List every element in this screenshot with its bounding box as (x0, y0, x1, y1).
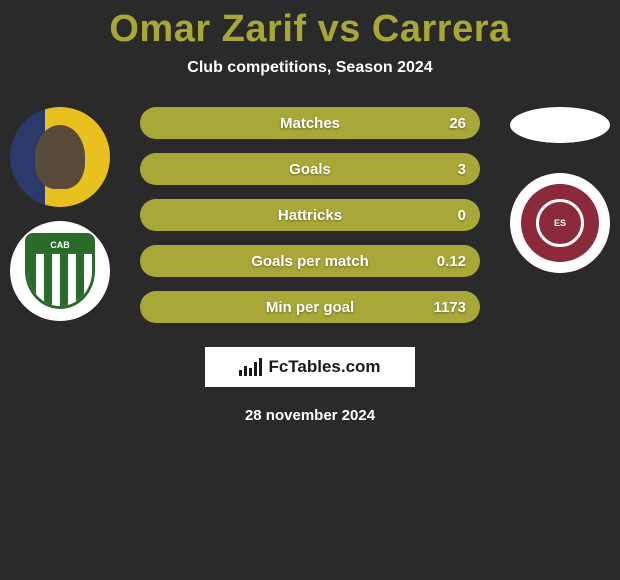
date-label: 28 november 2024 (0, 407, 620, 424)
stat-bars: Matches 26 Goals 3 Hattricks 0 Goals per… (140, 107, 480, 323)
stat-value: 1173 (433, 299, 466, 316)
stat-label: Goals per match (251, 253, 369, 270)
stat-bar: Goals per match 0.12 (140, 245, 480, 277)
page-title: Omar Zarif vs Carrera (109, 8, 510, 51)
club1-badge-inner: CAB (25, 233, 95, 309)
stat-value: 0 (458, 207, 466, 224)
club2-badge-ring: ES (521, 184, 599, 262)
subtitle: Club competitions, Season 2024 (187, 59, 432, 77)
stat-label: Matches (280, 115, 340, 132)
player2-avatar-placeholder (510, 107, 610, 143)
brand-box: FcTables.com (205, 347, 415, 387)
infographic-container: Omar Zarif vs Carrera Club competitions,… (0, 0, 620, 424)
stat-label: Goals (289, 161, 331, 178)
stat-bar: Matches 26 (140, 107, 480, 139)
stat-bar: Goals 3 (140, 153, 480, 185)
club2-badge-label: ES (536, 199, 584, 247)
stat-bar: Hattricks 0 (140, 199, 480, 231)
stat-value: 3 (458, 161, 466, 178)
right-column: ES (510, 107, 610, 273)
club1-badge-stripes (28, 254, 92, 306)
club1-badge: CAB (10, 221, 110, 321)
main-content: CAB ES Matches 26 Goals 3 H (0, 107, 620, 424)
player1-avatar (10, 107, 110, 207)
club1-badge-label: CAB (28, 236, 92, 254)
stat-label: Hattricks (278, 207, 342, 224)
brand-text: FcTables.com (268, 357, 380, 377)
club2-badge: ES (510, 173, 610, 273)
stat-value: 26 (449, 115, 466, 132)
stat-label: Min per goal (266, 299, 354, 316)
stat-bar: Min per goal 1173 (140, 291, 480, 323)
left-column: CAB (10, 107, 110, 321)
bar-chart-icon (239, 358, 262, 376)
stat-value: 0.12 (437, 253, 466, 270)
